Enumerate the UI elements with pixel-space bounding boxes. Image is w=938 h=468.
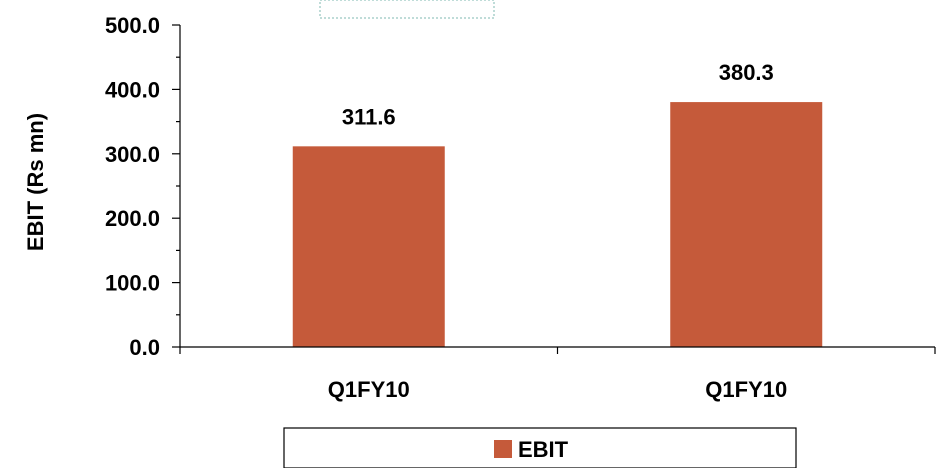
axes-group <box>172 24 936 354</box>
y-axis-title: EBIT (Rs mn) <box>23 113 48 251</box>
legend: EBIT <box>283 427 797 468</box>
x-category-label: Q1FY10 <box>328 377 410 402</box>
x-category-labels-group: Q1FY10 Q1FY10 <box>328 377 787 402</box>
x-category-label: Q1FY10 <box>705 377 787 402</box>
y-tick-label: 0.0 <box>129 335 160 360</box>
y-tick-label: 100.0 <box>105 271 160 296</box>
bar-2 <box>670 102 823 348</box>
y-tick-label: 400.0 <box>105 77 160 102</box>
top-dotted-box <box>319 0 495 19</box>
bars-group <box>292 102 823 348</box>
data-labels-group: 311.6 380.3 <box>342 60 774 129</box>
y-tick-labels-group: 0.0 100.0 200.0 300.0 400.0 500.0 <box>105 13 160 360</box>
legend-label-ebit: EBIT <box>518 437 569 462</box>
y-tick-label: 500.0 <box>105 13 160 38</box>
bar-1 <box>292 146 445 347</box>
data-label: 380.3 <box>719 60 774 85</box>
y-tick-label: 300.0 <box>105 142 160 167</box>
legend-box <box>283 427 797 468</box>
data-label: 311.6 <box>342 104 396 129</box>
legend-swatch-ebit <box>494 440 512 458</box>
y-tick-label: 200.0 <box>105 206 160 231</box>
